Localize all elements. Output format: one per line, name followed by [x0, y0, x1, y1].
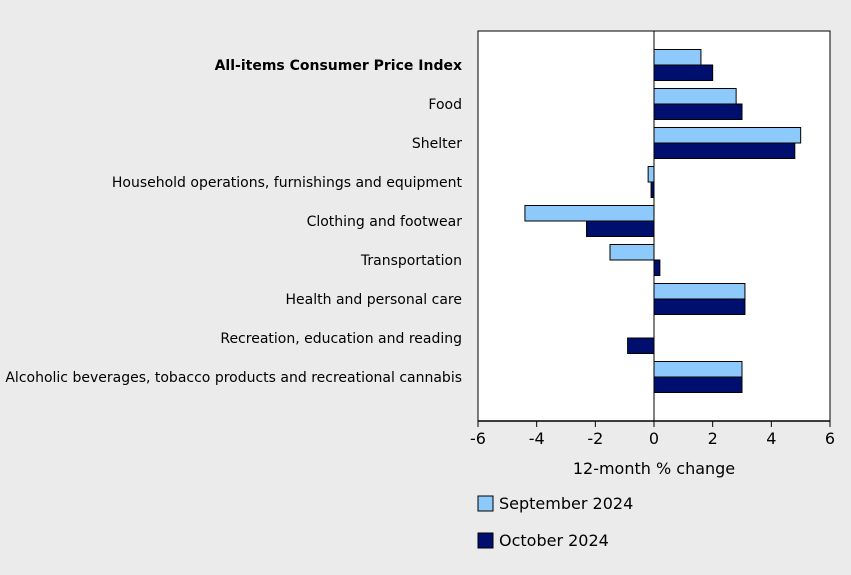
bar-october-1: [653, 103, 743, 120]
category-label: Alcoholic beverages, tobacco products an…: [5, 370, 462, 386]
x-tick-label: 0: [649, 429, 659, 448]
bar-october-7: [627, 337, 655, 354]
bar-september-3: [647, 166, 655, 183]
x-tick-label: -4: [529, 429, 545, 448]
legend-swatch-september: [477, 495, 494, 512]
bar-october-0: [653, 64, 714, 81]
category-label: All-items Consumer Price Index: [215, 58, 462, 74]
x-tick-label: -2: [587, 429, 603, 448]
bar-september-2: [653, 127, 802, 144]
x-tick-label: -6: [470, 429, 486, 448]
bar-september-8: [653, 361, 743, 378]
bar-september-4: [524, 205, 655, 222]
bar-september-5: [609, 244, 655, 261]
bars-group: [524, 49, 802, 393]
bar-october-2: [653, 142, 796, 159]
legend-label: October 2024: [499, 531, 609, 550]
category-label: Food: [428, 97, 462, 113]
legend: September 2024 October 2024: [477, 494, 633, 550]
category-label: Clothing and footwear: [307, 214, 463, 230]
x-axis: -6 -4 -2 0 2 4 6: [470, 420, 835, 448]
bar-october-8: [653, 376, 743, 393]
category-label: Transportation: [360, 253, 462, 269]
x-tick-label: 2: [708, 429, 718, 448]
bar-october-4: [586, 220, 655, 237]
legend-label: September 2024: [499, 494, 633, 513]
bar-september-6: [653, 283, 746, 300]
category-label: Shelter: [412, 136, 462, 152]
x-tick-label: 4: [766, 429, 776, 448]
category-labels: All-items Consumer Price Index Food Shelte…: [5, 58, 462, 386]
bar-september-1: [653, 88, 737, 105]
x-axis-title: 12-month % change: [573, 459, 735, 478]
bar-october-6: [653, 298, 746, 315]
category-label: Health and personal care: [286, 292, 462, 308]
bar-october-5: [653, 259, 661, 276]
category-label: Recreation, education and reading: [220, 331, 462, 347]
x-tick-label: 6: [825, 429, 835, 448]
legend-swatch-october: [477, 532, 494, 549]
bar-september-0: [653, 49, 702, 66]
category-label: Household operations, furnishings and eq…: [112, 175, 463, 191]
